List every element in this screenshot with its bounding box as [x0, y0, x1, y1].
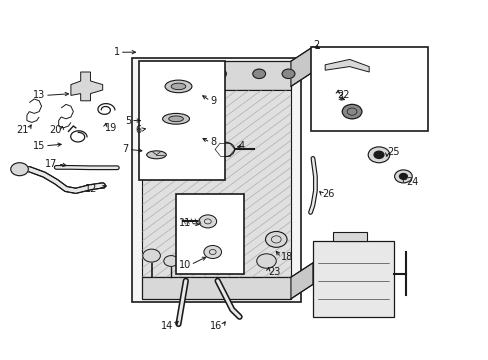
Circle shape [282, 69, 294, 78]
Bar [142, 277, 290, 299]
Text: 21: 21 [16, 125, 28, 135]
Bar [139, 61, 224, 180]
Circle shape [252, 69, 265, 78]
Ellipse shape [165, 80, 192, 93]
Ellipse shape [171, 83, 185, 90]
Circle shape [199, 215, 216, 228]
Circle shape [399, 174, 407, 179]
Polygon shape [290, 263, 312, 299]
Text: 24: 24 [405, 177, 417, 187]
Circle shape [163, 256, 178, 266]
Circle shape [145, 69, 158, 78]
Bar [332, 232, 366, 241]
Polygon shape [290, 47, 312, 86]
Circle shape [342, 104, 361, 119]
Text: 10: 10 [178, 260, 190, 270]
Text: 19: 19 [105, 123, 117, 133]
Text: 23: 23 [267, 267, 280, 277]
Text: 9: 9 [210, 96, 216, 106]
Text: 18: 18 [281, 252, 293, 262]
Text: 25: 25 [386, 147, 399, 157]
Circle shape [265, 231, 286, 247]
Text: 2: 2 [312, 40, 319, 50]
Bar [310, 47, 427, 131]
Ellipse shape [146, 151, 166, 159]
Bar [132, 58, 300, 302]
Text: 8: 8 [210, 137, 216, 147]
Circle shape [11, 163, 28, 176]
Text: 5: 5 [124, 116, 131, 126]
Circle shape [174, 69, 187, 78]
Circle shape [142, 249, 160, 262]
Polygon shape [325, 59, 368, 72]
Text: 3: 3 [337, 92, 343, 102]
Bar [142, 90, 290, 277]
Text: 15: 15 [33, 141, 45, 151]
Bar [176, 194, 244, 274]
Text: 14: 14 [161, 321, 173, 331]
Text: 13: 13 [33, 90, 45, 100]
Circle shape [213, 69, 226, 78]
Bar [312, 241, 393, 317]
Circle shape [367, 147, 389, 163]
Text: 11: 11 [178, 218, 190, 228]
Text: 7: 7 [122, 144, 128, 154]
Ellipse shape [162, 113, 189, 124]
Text: 12: 12 [85, 184, 98, 194]
Circle shape [203, 246, 221, 258]
Text: 16: 16 [210, 321, 222, 331]
Text: 22: 22 [337, 90, 349, 100]
Text: 1: 1 [113, 47, 120, 57]
Text: 26: 26 [322, 189, 334, 199]
Text: 4: 4 [238, 141, 244, 151]
Bar [142, 61, 290, 90]
Circle shape [394, 170, 411, 183]
Circle shape [215, 142, 234, 157]
Circle shape [256, 254, 276, 268]
Text: 20: 20 [50, 125, 62, 135]
Circle shape [373, 151, 383, 158]
Text: 6: 6 [135, 125, 142, 135]
Ellipse shape [168, 116, 183, 122]
Text: 17: 17 [45, 159, 58, 169]
Polygon shape [71, 72, 102, 101]
